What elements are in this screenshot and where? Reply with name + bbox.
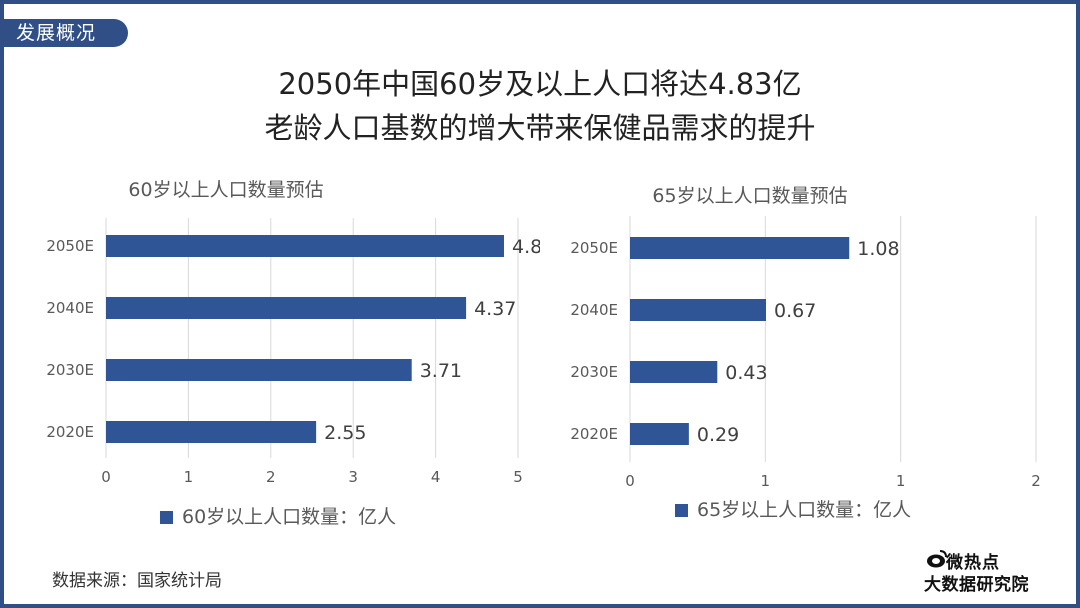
chart-0-tick-label: 0 (101, 468, 111, 486)
title-line-2: 老龄人口基数的增大带来保健品需求的提升 (264, 111, 816, 145)
logo-text-bottom: 大数据研究院 (924, 575, 1029, 595)
chart-1-title: 65岁以上人口数量预估 (652, 185, 847, 207)
chart-0-value-label: 3.71 (420, 360, 462, 382)
chart-1-category-label: 2040E (570, 301, 618, 319)
chart-1-tick-label: 2 (1031, 472, 1041, 490)
chart-0-category-label: 2020E (46, 423, 94, 441)
chart-1-bar (630, 237, 850, 259)
chart-60-plus: 60岁以上人口数量预估 0 1 2 3 4 5 2050E 4.83 2040E 4.37 2030E… (20, 168, 540, 538)
logo-text-top: 微热点 (946, 553, 1000, 573)
weibo-icon (927, 550, 947, 568)
chart-0-tick-label: 1 (184, 468, 194, 486)
chart-0-bar (106, 235, 504, 257)
chart-1-category-label: 2030E (570, 363, 618, 381)
chart-0-tick-label: 5 (513, 468, 523, 486)
chart-1-tick-label: 0 (625, 472, 635, 490)
page-title: 2050年中国60岁及以上人口将达4.83亿 老龄人口基数的增大带来保健品需求的… (0, 62, 1080, 150)
chart-1-legend-label: 65岁以上人口数量：亿人 (697, 499, 911, 521)
chart-1-bar (630, 361, 718, 383)
chart-0-value-label: 4.83 (512, 236, 540, 258)
chart-1-tick-label: 1 (896, 472, 906, 490)
chart-0-bar (106, 297, 467, 319)
chart-0-bar (106, 421, 317, 443)
chart-65-plus-svg: 65岁以上人口数量预估 0 1 1 2 2050E 1.08 2040E 0.67 2030E 0.… (570, 185, 1041, 521)
chart-0-legend-swatch (160, 511, 173, 524)
data-source: 数据来源：国家统计局 (52, 571, 222, 591)
chart-1-legend-swatch (675, 504, 688, 517)
chart-0-tick-label: 4 (431, 468, 441, 486)
chart-1-value-label: 1.08 (857, 238, 899, 260)
chart-0-legend-label: 60岁以上人口数量：亿人 (182, 506, 396, 528)
section-tab: 发展概况 (0, 19, 128, 47)
chart-0-bar (106, 359, 412, 381)
brand-logo: 微热点 大数据研究院 (920, 548, 1050, 595)
chart-1-bar (630, 299, 767, 321)
chart-1-category-label: 2020E (570, 425, 618, 443)
chart-65-plus: 65岁以上人口数量预估 0 1 1 2 2050E 1.08 2040E 0.67 2030E 0.… (545, 172, 1065, 532)
chart-0-tick-label: 3 (348, 468, 358, 486)
chart-1-value-label: 0.67 (774, 300, 816, 322)
chart-1-category-label: 2050E (570, 239, 618, 257)
chart-1-tick-label: 1 (761, 472, 771, 490)
chart-1-bar (630, 423, 689, 445)
chart-0-tick-label: 2 (266, 468, 276, 486)
chart-0-category-label: 2050E (46, 237, 94, 255)
chart-60-plus-svg: 60岁以上人口数量预估 0 1 2 3 4 5 2050E 4.83 2040E 4.37 2030E… (46, 179, 540, 528)
chart-0-value-label: 2.55 (324, 422, 366, 444)
title-line-1: 2050年中国60岁及以上人口将达4.83亿 (278, 67, 802, 101)
chart-1-value-label: 0.43 (725, 362, 767, 384)
chart-0-category-label: 2030E (46, 361, 94, 379)
chart-1-value-label: 0.29 (697, 424, 739, 446)
chart-0-value-label: 4.37 (474, 298, 516, 320)
chart-0-category-label: 2040E (46, 299, 94, 317)
chart-0-title: 60岁以上人口数量预估 (128, 179, 323, 201)
